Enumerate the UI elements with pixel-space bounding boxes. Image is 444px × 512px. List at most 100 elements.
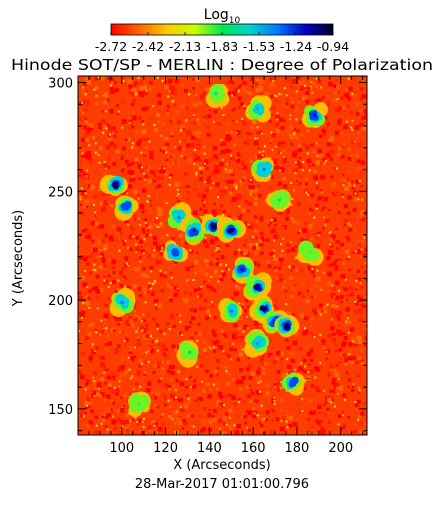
- noise-cell: [302, 183, 307, 188]
- noise-cell: [259, 357, 264, 362]
- noise-cell: [327, 397, 332, 402]
- noise-cell: [152, 395, 158, 400]
- noise-cell: [300, 331, 304, 335]
- noise-cell: [280, 387, 283, 390]
- noise-cell: [89, 168, 95, 173]
- noise-cell: [274, 385, 277, 388]
- noise-cell: [105, 394, 111, 400]
- noise-cell: [335, 167, 338, 170]
- noise-cell: [173, 125, 178, 130]
- noise-cell: [121, 119, 127, 124]
- noise-cell: [157, 211, 163, 217]
- noise-cell: [90, 184, 95, 190]
- noise-cell: [143, 154, 147, 158]
- noise-cell: [262, 371, 266, 375]
- noise-cell: [193, 162, 196, 165]
- noise-cell: [342, 423, 347, 428]
- noise-cell: [199, 207, 203, 211]
- noise-cell: [309, 369, 314, 374]
- noise-cell: [179, 314, 182, 317]
- noise-cell: [297, 148, 303, 153]
- noise-cell: [327, 420, 331, 424]
- noise-cell: [118, 377, 122, 381]
- noise-cell: [217, 169, 221, 173]
- noise-cell: [161, 371, 167, 377]
- noise-cell: [252, 413, 257, 419]
- noise-cell: [236, 423, 241, 429]
- noise-cell: [137, 418, 142, 423]
- noise-cell: [290, 217, 293, 220]
- noise-cell: [315, 207, 318, 210]
- noise-cell: [358, 318, 363, 323]
- noise-cell: [156, 340, 159, 342]
- polarization-region: [281, 372, 305, 396]
- noise-cell: [124, 277, 127, 280]
- noise-cell: [302, 330, 308, 336]
- noise-cell: [237, 106, 241, 109]
- noise-cell: [177, 200, 181, 203]
- noise-cell: [312, 362, 316, 365]
- noise-cell: [285, 216, 289, 221]
- noise-cell: [285, 338, 289, 342]
- noise-cell: [90, 163, 94, 166]
- noise-cell: [290, 241, 292, 244]
- noise-cell: [200, 380, 203, 383]
- noise-cell: [223, 161, 226, 164]
- noise-cell: [171, 237, 176, 241]
- noise-cell: [125, 262, 128, 265]
- noise-cell: [345, 403, 350, 407]
- noise-cell: [350, 338, 356, 343]
- noise-cell: [360, 184, 363, 188]
- noise-cell: [267, 352, 273, 358]
- noise-cell: [291, 79, 297, 84]
- noise-cell: [338, 110, 342, 114]
- noise-cell: [141, 327, 147, 333]
- noise-cell: [153, 282, 156, 285]
- noise-cell: [320, 288, 323, 291]
- noise-cell: [271, 148, 274, 151]
- noise-cell: [344, 363, 348, 366]
- noise-cell: [231, 91, 237, 96]
- polarization-region: [163, 240, 188, 262]
- noise-cell: [86, 424, 91, 428]
- noise-cell: [126, 423, 131, 429]
- noise-cell: [360, 361, 364, 365]
- noise-cell: [164, 403, 167, 407]
- noise-cell: [302, 161, 305, 163]
- noise-cell: [207, 114, 212, 119]
- noise-cell: [134, 81, 138, 85]
- noise-cell: [192, 210, 198, 216]
- noise-cell: [338, 348, 343, 352]
- noise-cell: [285, 303, 288, 305]
- noise-cell: [259, 390, 261, 393]
- noise-cell: [78, 174, 82, 177]
- noise-cell: [155, 391, 161, 397]
- noise-cell: [315, 276, 321, 282]
- noise-cell: [359, 282, 362, 285]
- noise-cell: [256, 126, 259, 129]
- noise-cell: [225, 423, 228, 426]
- noise-cell: [132, 84, 136, 88]
- noise-cell: [174, 430, 177, 433]
- noise-cell: [261, 329, 266, 334]
- noise-cell: [222, 214, 225, 217]
- noise-cell: [357, 356, 362, 361]
- noise-cell: [351, 92, 354, 95]
- noise-cell: [93, 268, 96, 271]
- noise-cell: [206, 87, 210, 91]
- noise-cell: [296, 129, 300, 133]
- noise-cell: [359, 122, 364, 127]
- noise-cell: [311, 264, 316, 269]
- noise-cell: [275, 209, 281, 215]
- noise-cell: [155, 422, 158, 426]
- noise-cell: [228, 94, 233, 98]
- noise-cell: [275, 95, 278, 98]
- noise-cell: [78, 317, 84, 322]
- noise-cell: [126, 285, 131, 291]
- noise-cell: [78, 370, 82, 374]
- noise-cell: [87, 184, 92, 188]
- noise-cell: [145, 89, 148, 92]
- noise-cell: [124, 285, 127, 288]
- noise-cell: [124, 256, 129, 261]
- noise-cell: [89, 231, 93, 235]
